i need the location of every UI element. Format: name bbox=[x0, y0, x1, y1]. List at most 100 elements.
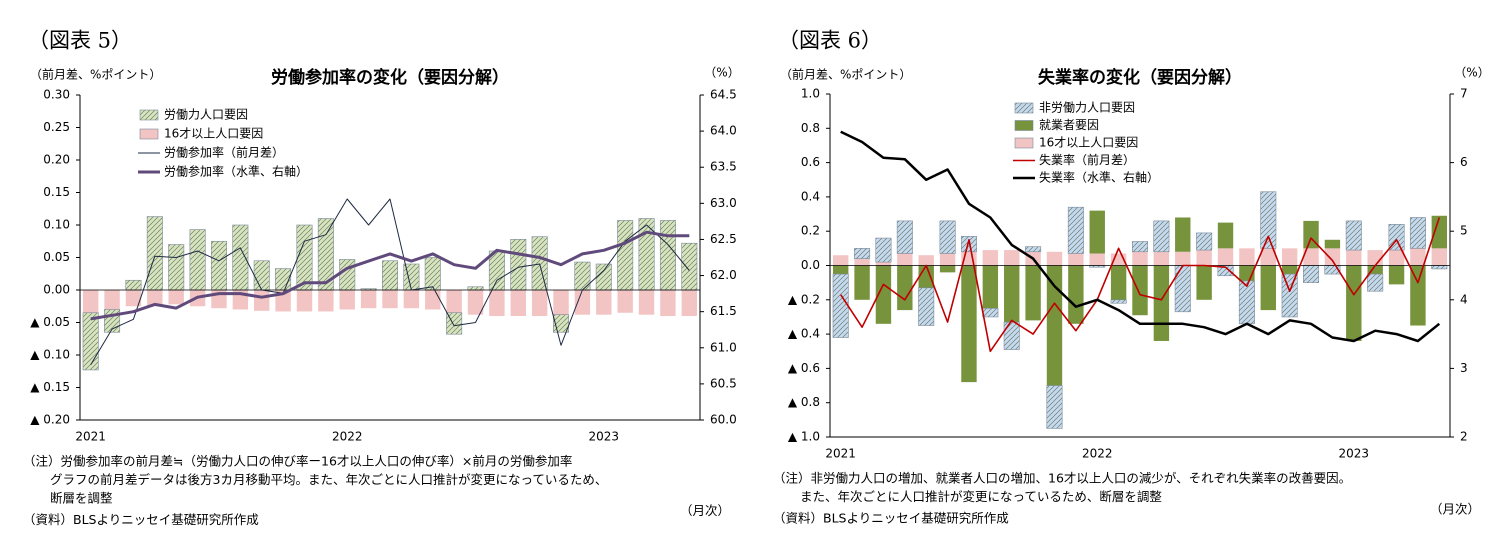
bar bbox=[531, 290, 548, 316]
y-tick-label: ▲ 0.6 bbox=[788, 361, 820, 375]
bar bbox=[510, 290, 526, 316]
bar bbox=[1174, 265, 1191, 313]
bar bbox=[854, 248, 871, 259]
bar bbox=[1238, 280, 1255, 325]
bar bbox=[1175, 251, 1191, 266]
bar bbox=[382, 290, 398, 309]
bar bbox=[596, 290, 612, 315]
bar bbox=[254, 290, 270, 311]
bar bbox=[1153, 220, 1170, 253]
bar bbox=[617, 290, 633, 313]
x-axis-unit: （月次） bbox=[680, 503, 730, 518]
bar bbox=[1003, 321, 1020, 350]
bar bbox=[553, 314, 570, 333]
bar bbox=[1046, 251, 1063, 266]
source: （資料）BLSよりニッセイ基礎研究所作成 bbox=[23, 512, 259, 527]
bar bbox=[82, 290, 99, 313]
bar bbox=[1388, 265, 1405, 285]
bar bbox=[1132, 241, 1148, 253]
bar bbox=[660, 290, 676, 316]
line-series bbox=[90, 198, 690, 366]
bar bbox=[531, 236, 548, 291]
bar bbox=[318, 290, 334, 312]
y2-tick-label: 2 bbox=[1460, 430, 1468, 444]
bar bbox=[1068, 253, 1084, 266]
y-tick-label: 0.8 bbox=[801, 121, 820, 135]
bar bbox=[1217, 222, 1234, 249]
bar bbox=[875, 237, 892, 263]
bar bbox=[467, 290, 484, 315]
bar bbox=[339, 259, 356, 291]
bar bbox=[1067, 206, 1084, 254]
bar bbox=[1324, 239, 1341, 249]
chart-title: 労働参加率の変化（要因分解） bbox=[271, 67, 509, 88]
bar bbox=[918, 287, 935, 326]
bar bbox=[1281, 273, 1298, 318]
bar bbox=[1346, 250, 1362, 266]
note: 断層を調整 bbox=[50, 491, 113, 506]
bar bbox=[424, 257, 441, 291]
bar bbox=[1153, 265, 1170, 341]
y2-tick-label: 64.5 bbox=[710, 88, 737, 102]
y2-tick-label: 63.0 bbox=[710, 196, 737, 210]
bar bbox=[982, 308, 999, 318]
note: （注）非労働力人口の増加、就業者人口の増加、16才以上人口の減少が、それぞれ失業… bbox=[773, 471, 1351, 486]
bar bbox=[488, 250, 505, 291]
y-tick-label: 0.25 bbox=[43, 120, 70, 134]
legend-swatch bbox=[1014, 137, 1034, 149]
legend-label: 失業率（水準、右軸） bbox=[1039, 170, 1159, 185]
bar bbox=[939, 220, 956, 254]
note: グラフの前月差データは後方3カ月移動平均。また、年次ごとに人口推計が変更になって… bbox=[50, 472, 607, 487]
y2-tick-label: 5 bbox=[1460, 224, 1468, 238]
bar bbox=[1004, 265, 1020, 323]
bar bbox=[1345, 220, 1362, 251]
bar bbox=[553, 290, 569, 315]
bar bbox=[1367, 250, 1383, 266]
bar bbox=[875, 265, 892, 324]
bar bbox=[1409, 217, 1426, 249]
bar bbox=[104, 290, 120, 310]
bar bbox=[382, 260, 398, 291]
bar bbox=[574, 290, 591, 315]
y2-axis-unit: （%） bbox=[704, 66, 739, 80]
bar bbox=[1217, 248, 1234, 266]
bar bbox=[125, 290, 142, 307]
y2-tick-label: 4 bbox=[1460, 292, 1468, 306]
line-series bbox=[840, 217, 1441, 353]
legend-swatch bbox=[139, 128, 159, 140]
y-tick-label: 0.4 bbox=[801, 189, 820, 203]
x-tick-label: 2023 bbox=[1339, 447, 1370, 461]
bar bbox=[854, 258, 870, 266]
y-tick-label: 0.20 bbox=[43, 153, 70, 167]
y2-tick-label: 62.5 bbox=[710, 232, 737, 246]
legend-label: 労働参加率（前月差） bbox=[164, 145, 284, 160]
bar bbox=[467, 286, 484, 291]
bar bbox=[1260, 191, 1277, 249]
chart-title: 失業率の変化（要因分解） bbox=[1038, 67, 1242, 88]
bar bbox=[1367, 265, 1383, 275]
bar bbox=[854, 265, 870, 300]
y2-tick-label: 7 bbox=[1460, 87, 1468, 101]
bar bbox=[1410, 248, 1426, 266]
note: また、年次ごとに人口推計が変更になっているため、断層を調整 bbox=[800, 489, 1162, 504]
legend-label: 16才以上人口要因 bbox=[164, 127, 263, 141]
bar bbox=[146, 216, 163, 291]
bar bbox=[1260, 265, 1276, 311]
bar bbox=[595, 263, 612, 291]
y-axis-unit: （前月差、%ポイント） bbox=[30, 67, 161, 82]
bar bbox=[1410, 265, 1426, 326]
x-tick-label: 2022 bbox=[332, 430, 363, 444]
bar bbox=[939, 253, 956, 266]
y-tick-label: 0.30 bbox=[43, 88, 70, 102]
y-tick-label: 0.6 bbox=[801, 155, 820, 169]
bar bbox=[1025, 265, 1041, 321]
y2-tick-label: 64.0 bbox=[710, 124, 737, 138]
legend-swatch bbox=[139, 109, 159, 121]
bar bbox=[1367, 273, 1384, 292]
bar bbox=[896, 220, 913, 254]
bar bbox=[918, 265, 934, 288]
legend-swatch bbox=[1014, 102, 1034, 114]
y2-axis-unit: （%） bbox=[1454, 66, 1489, 80]
bar bbox=[1239, 248, 1255, 266]
